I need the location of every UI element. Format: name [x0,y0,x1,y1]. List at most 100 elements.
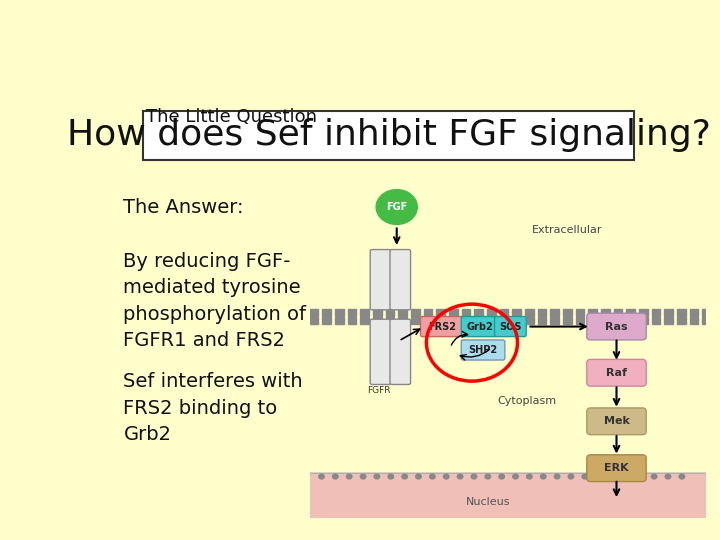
Bar [677,309,685,316]
Circle shape [485,474,490,479]
Bar [639,317,648,323]
Bar [550,309,559,316]
Bar [323,309,331,316]
FancyBboxPatch shape [587,360,647,386]
Bar [588,309,597,316]
Bar [588,317,597,323]
Circle shape [665,474,671,479]
Bar [652,317,660,323]
Bar [348,317,356,323]
Bar [449,309,458,316]
Text: Cytoplasm: Cytoplasm [498,396,557,406]
Bar [677,317,685,323]
Circle shape [430,474,435,479]
Bar [398,317,407,323]
Circle shape [596,474,601,479]
Bar [576,309,585,316]
Text: The Answer:: The Answer: [124,198,244,217]
FancyBboxPatch shape [390,319,410,384]
Bar [513,309,521,316]
Bar [436,317,445,323]
Bar [373,309,382,316]
Bar [386,309,395,316]
Circle shape [360,474,366,479]
Bar [474,317,483,323]
Bar [703,317,711,323]
Bar [538,317,546,323]
Bar [462,317,470,323]
Circle shape [624,474,629,479]
Bar [436,309,445,316]
Circle shape [346,474,352,479]
Circle shape [402,474,408,479]
Bar [474,309,483,316]
Bar [310,309,318,316]
Bar [360,317,369,323]
Text: By reducing FGF-
mediated tyrosine
phosphorylation of
FGFR1 and FRS2: By reducing FGF- mediated tyrosine phosp… [124,252,307,350]
Bar [690,317,698,323]
Circle shape [541,474,546,479]
Circle shape [679,474,685,479]
FancyBboxPatch shape [495,316,526,336]
Bar [576,317,585,323]
Text: Grb2: Grb2 [466,321,493,332]
Circle shape [568,474,574,479]
Text: FRS2: FRS2 [428,321,456,332]
Text: Mek: Mek [603,416,629,426]
Bar [665,309,673,316]
Bar [500,317,508,323]
Circle shape [376,190,418,225]
Circle shape [554,474,560,479]
FancyBboxPatch shape [370,249,391,310]
Bar [323,317,331,323]
Bar [513,317,521,323]
Circle shape [388,474,394,479]
FancyBboxPatch shape [143,111,634,160]
Text: Extracellular: Extracellular [532,226,602,235]
Bar [703,309,711,316]
Circle shape [513,474,518,479]
Text: Ras: Ras [606,321,628,332]
Circle shape [499,474,505,479]
Circle shape [582,474,588,479]
FancyBboxPatch shape [370,319,391,384]
Bar [550,317,559,323]
Bar [487,317,496,323]
Bar [538,309,546,316]
Text: The Little Question: The Little Question [145,109,317,126]
Bar [487,309,496,316]
Bar [601,309,610,316]
Text: Sef interferes with
FRS2 binding to
Grb2: Sef interferes with FRS2 binding to Grb2 [124,373,303,444]
Bar [613,317,623,323]
Circle shape [374,474,379,479]
Bar [360,309,369,316]
Bar [613,309,623,316]
Bar [398,309,407,316]
FancyBboxPatch shape [420,316,464,336]
Bar [348,309,356,316]
Bar [525,309,534,316]
Bar [462,309,470,316]
Circle shape [637,474,643,479]
Circle shape [319,474,324,479]
FancyBboxPatch shape [390,249,410,310]
Circle shape [457,474,463,479]
Bar [411,317,420,323]
Circle shape [415,474,421,479]
Bar [373,317,382,323]
Text: How does Sef inhibit FGF signaling?: How does Sef inhibit FGF signaling? [66,118,711,152]
Bar [500,309,508,316]
Bar [626,309,635,316]
Bar [411,309,420,316]
FancyBboxPatch shape [587,408,647,435]
Bar [601,317,610,323]
Text: FGF: FGF [386,202,408,212]
Bar [665,317,673,323]
Circle shape [652,474,657,479]
Bar [563,309,572,316]
Bar [335,317,343,323]
Text: FGFR: FGFR [367,386,390,395]
FancyBboxPatch shape [462,316,498,336]
Text: SHP2: SHP2 [469,345,498,355]
Text: SOS: SOS [499,321,521,332]
